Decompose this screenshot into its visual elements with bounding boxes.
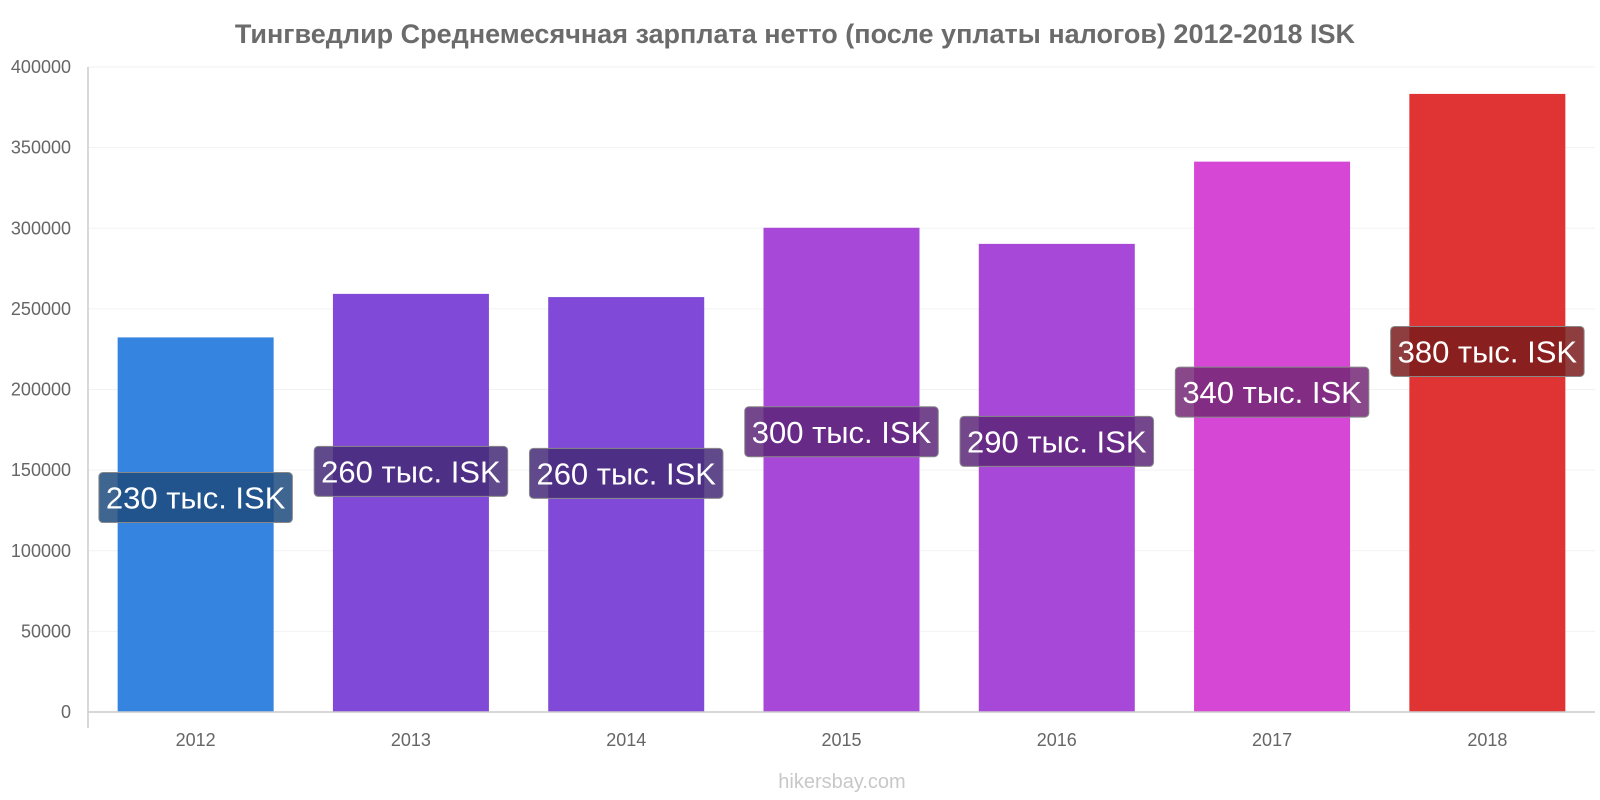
- y-tick-label: 350000: [11, 138, 71, 158]
- data-label-box: [1174, 366, 1370, 418]
- data-label-box: [959, 415, 1155, 467]
- bar-2012: [117, 337, 274, 713]
- data-label: 290 тыс. ISK: [959, 415, 1155, 467]
- y-tick-label: 200000: [11, 380, 71, 400]
- data-label-box: [98, 472, 293, 524]
- data-label: 230 тыс. ISK: [98, 472, 293, 524]
- data-label-text: 300 тыс. ISK: [752, 415, 932, 450]
- bar-2014: [548, 297, 705, 713]
- y-tick-label: 50000: [21, 621, 71, 641]
- bar-2015: [763, 227, 920, 713]
- data-label: 300 тыс. ISK: [744, 406, 939, 458]
- y-tick-label: 100000: [11, 541, 71, 561]
- data-label-box: [744, 406, 939, 458]
- bar-2016: [978, 243, 1135, 713]
- y-tick-label: 250000: [11, 299, 71, 319]
- x-axis: 2012 2013 2014 2015 2016 2017 2018: [88, 711, 1595, 750]
- data-label-box: [1390, 325, 1585, 377]
- data-label-box: [313, 445, 509, 497]
- chart-title: Тингведлир Среднемесячная зарплата нетто…: [235, 19, 1356, 49]
- data-label-text: 230 тыс. ISK: [106, 481, 286, 516]
- data-label: 340 тыс. ISK: [1174, 366, 1370, 418]
- x-tick-label: 2015: [821, 730, 861, 750]
- y-tick-label: 150000: [11, 460, 71, 480]
- data-label-text: 290 тыс. ISK: [967, 424, 1147, 459]
- data-label-text: 340 тыс. ISK: [1182, 375, 1362, 410]
- x-tick-label: 2014: [606, 730, 646, 750]
- y-axis: 0 50000 100000 150000 200000 250000 300000 3500…: [11, 57, 89, 728]
- y-tick-label: 300000: [11, 218, 71, 238]
- x-tick-label: 2013: [391, 730, 431, 750]
- y-tick-label: 0: [61, 702, 71, 722]
- bar-2017: [1194, 161, 1351, 713]
- data-label-text: 260 тыс. ISK: [321, 454, 501, 489]
- data-labels: 230 тыс. ISK 260 тыс. ISK 260 тыс. ISK 300 …: [98, 325, 1585, 524]
- x-tick-label: 2012: [176, 730, 216, 750]
- y-tick-label: 400000: [11, 57, 71, 77]
- x-tick-label: 2017: [1252, 730, 1292, 750]
- x-tick-label: 2016: [1037, 730, 1077, 750]
- bar-2018: [1409, 93, 1566, 713]
- data-label: 260 тыс. ISK: [313, 445, 509, 497]
- bar-2013: [332, 293, 489, 713]
- bars: [117, 93, 1566, 713]
- x-tick-label: 2018: [1467, 730, 1507, 750]
- watermark: hikersbay.com: [778, 771, 905, 793]
- data-label: 260 тыс. ISK: [528, 447, 724, 499]
- data-label-text: 380 тыс. ISK: [1398, 334, 1578, 369]
- data-label: 380 тыс. ISK: [1390, 325, 1585, 377]
- data-label-text: 260 тыс. ISK: [536, 456, 716, 491]
- data-label-box: [528, 447, 724, 499]
